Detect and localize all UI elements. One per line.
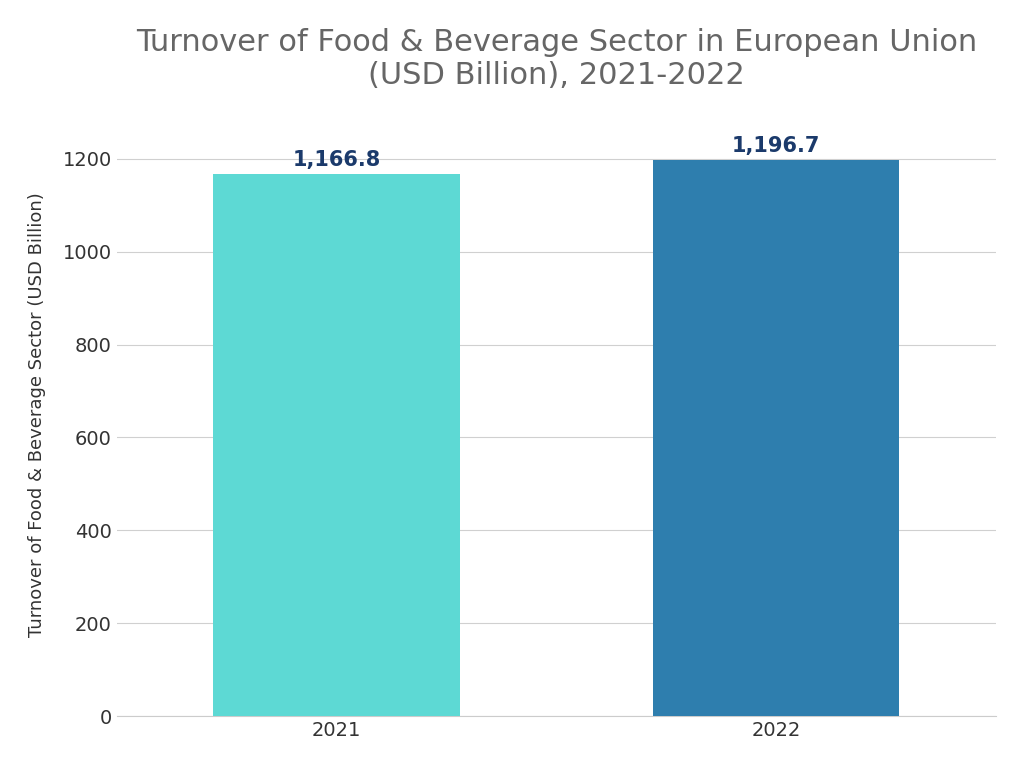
- Bar: [213, 174, 460, 717]
- Text: 1,196.7: 1,196.7: [732, 137, 820, 157]
- Y-axis label: Turnover of Food & Beverage Sector (USD Billion): Turnover of Food & Beverage Sector (USD …: [28, 192, 46, 637]
- Bar: [653, 161, 899, 717]
- Title: Turnover of Food & Beverage Sector in European Union
(USD Billion), 2021-2022: Turnover of Food & Beverage Sector in Eu…: [136, 28, 977, 91]
- Text: 1,166.8: 1,166.8: [292, 151, 381, 170]
